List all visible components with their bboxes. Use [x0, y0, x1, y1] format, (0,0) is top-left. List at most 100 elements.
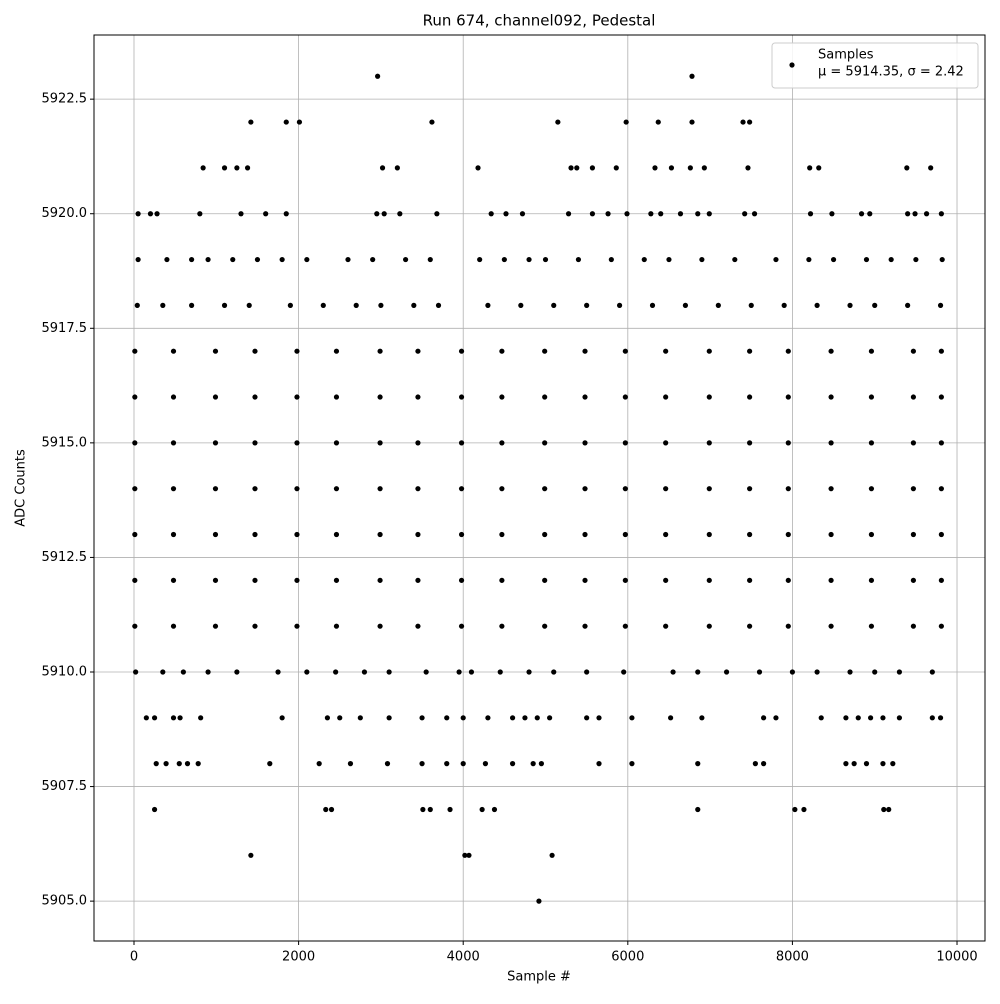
- point: [460, 761, 466, 767]
- point: [747, 394, 753, 400]
- point: [851, 761, 857, 767]
- point: [427, 806, 433, 813]
- point: [176, 761, 182, 767]
- point: [394, 165, 400, 171]
- point: [773, 715, 779, 721]
- legend-marker: [789, 62, 795, 68]
- point: [773, 256, 779, 263]
- point: [333, 669, 339, 675]
- point: [613, 165, 619, 171]
- point: [695, 806, 701, 813]
- point: [689, 119, 695, 125]
- point: [582, 394, 588, 400]
- point: [658, 211, 664, 217]
- point: [267, 761, 273, 767]
- point: [747, 577, 753, 583]
- point: [785, 531, 791, 538]
- point: [184, 761, 191, 767]
- point: [547, 715, 553, 721]
- point: [170, 440, 177, 446]
- point: [655, 119, 661, 125]
- point: [542, 577, 548, 583]
- point: [910, 623, 916, 629]
- point: [687, 165, 693, 171]
- point: [132, 440, 138, 446]
- point: [880, 761, 886, 767]
- point: [456, 669, 462, 675]
- point: [379, 165, 386, 171]
- point: [316, 761, 322, 767]
- point: [785, 440, 791, 446]
- point: [377, 486, 383, 492]
- point: [497, 669, 503, 675]
- point: [420, 806, 426, 813]
- series: [132, 73, 945, 904]
- point: [458, 348, 465, 354]
- point: [789, 669, 796, 675]
- point: [938, 577, 944, 583]
- point: [328, 806, 335, 813]
- point: [785, 623, 791, 629]
- point: [536, 898, 542, 904]
- point: [415, 623, 421, 629]
- point: [542, 486, 548, 492]
- point: [938, 440, 944, 446]
- point: [429, 119, 435, 125]
- point: [377, 577, 383, 583]
- point: [623, 119, 629, 125]
- point: [622, 486, 628, 492]
- point: [519, 211, 526, 217]
- point: [377, 531, 383, 538]
- point: [195, 761, 201, 767]
- point: [170, 486, 177, 492]
- point: [649, 302, 656, 308]
- x-tick-label: 10000: [936, 950, 977, 965]
- point: [868, 623, 875, 629]
- point: [212, 531, 219, 538]
- point: [381, 211, 387, 217]
- point: [624, 211, 630, 217]
- point: [499, 394, 505, 400]
- point: [756, 669, 763, 675]
- point: [616, 302, 623, 308]
- point: [622, 348, 628, 354]
- point: [375, 73, 381, 79]
- point: [374, 211, 380, 217]
- point: [910, 394, 916, 400]
- point: [748, 302, 754, 308]
- point: [333, 394, 340, 400]
- point: [384, 761, 391, 767]
- point: [574, 165, 580, 171]
- point: [910, 577, 916, 583]
- point: [234, 669, 240, 675]
- chart-title: Run 674, channel092, Pedestal: [423, 12, 656, 30]
- point: [830, 256, 837, 263]
- point: [622, 394, 628, 400]
- y-tick-label: 5907.5: [42, 779, 88, 794]
- y-tick-label: 5910.0: [42, 664, 88, 679]
- point: [252, 394, 258, 400]
- point: [221, 302, 228, 308]
- point: [641, 256, 647, 263]
- point: [542, 531, 548, 538]
- point: [747, 531, 753, 538]
- point: [542, 623, 548, 629]
- point: [170, 394, 177, 400]
- point: [177, 715, 183, 721]
- point: [939, 256, 945, 263]
- point: [170, 623, 177, 629]
- point: [444, 761, 450, 767]
- point: [499, 623, 505, 629]
- point: [542, 348, 548, 354]
- point: [863, 761, 870, 767]
- point: [938, 623, 944, 629]
- point: [333, 348, 340, 354]
- point: [937, 302, 944, 308]
- point: [263, 211, 269, 217]
- point: [164, 256, 170, 263]
- point: [444, 715, 450, 721]
- point: [785, 486, 791, 492]
- point: [828, 531, 834, 538]
- point: [522, 715, 528, 721]
- point: [596, 715, 602, 721]
